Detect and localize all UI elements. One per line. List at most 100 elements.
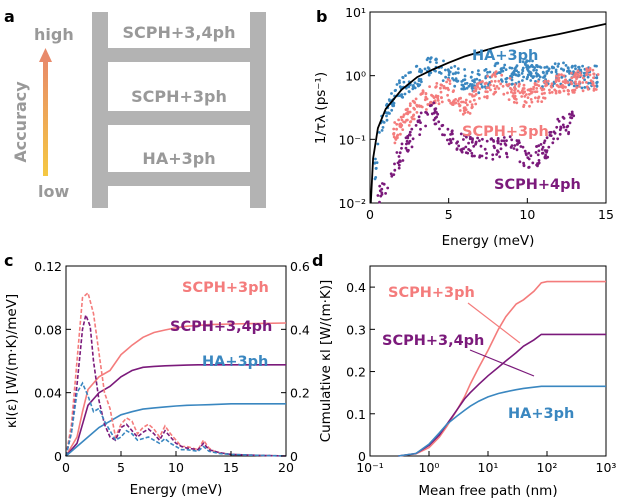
- scatter-point: [537, 74, 541, 77]
- scatter-point: [529, 79, 533, 82]
- scatter-point: [502, 139, 506, 143]
- scatter-point: [456, 71, 460, 75]
- scatter-point: [493, 79, 497, 83]
- scatter-point: [510, 78, 514, 82]
- y-tick-label: 0.4: [346, 280, 366, 295]
- scatter-point: [444, 68, 447, 72]
- scatter-point: [551, 141, 555, 145]
- scatter-point: [386, 186, 390, 190]
- x-tick-label: 10⁰: [419, 460, 440, 475]
- scatter-point: [496, 140, 500, 144]
- scatter-point: [548, 91, 552, 95]
- scatter-point: [534, 151, 538, 154]
- scatter-point: [452, 78, 456, 82]
- scatter-point: [531, 161, 535, 165]
- scatter-point: [545, 65, 549, 69]
- scatter-point: [483, 95, 486, 99]
- scatter-point: [451, 132, 454, 136]
- scatter-point: [567, 92, 570, 96]
- scatter-point: [458, 109, 462, 112]
- panel-b: b 0 5 10 15 10⁻² 10⁻¹ 10⁰ 10¹ Energy (meV) 1/τλ…: [313, 5, 614, 249]
- scatter-point: [440, 83, 444, 87]
- scatter-point: [520, 90, 524, 94]
- scatter-point: [522, 161, 525, 165]
- scatter-point: [501, 84, 505, 88]
- scatter-point: [536, 153, 540, 157]
- scatter-point: [595, 85, 599, 88]
- scatter-point: [410, 127, 414, 131]
- scatter-point: [497, 87, 501, 90]
- scatter-point: [502, 136, 506, 139]
- scatter-point: [493, 146, 496, 150]
- scatter-point: [419, 121, 422, 124]
- scatter-point: [587, 68, 591, 72]
- scatter-point: [434, 69, 437, 73]
- ladder-left-rail: [92, 12, 108, 208]
- scatter-point: [526, 156, 530, 160]
- scatter-point: [596, 73, 600, 76]
- rung-label-ha3: HA+3ph: [142, 149, 215, 168]
- scatter-point: [409, 120, 413, 123]
- accuracy-ladder: [92, 12, 266, 208]
- scatter-point: [462, 106, 466, 110]
- scatter-point: [561, 83, 564, 87]
- scatter-point: [439, 72, 443, 75]
- scatter-point: [392, 104, 396, 108]
- scatter-point: [570, 113, 573, 117]
- scatter-point: [435, 61, 438, 64]
- scatter-point: [505, 155, 509, 159]
- panel-d-xlabel: Mean free path (nm): [418, 483, 557, 499]
- scatter-point: [495, 153, 498, 156]
- scatter-point: [529, 98, 533, 101]
- scatter-point: [466, 110, 470, 114]
- scatter-point: [459, 96, 462, 100]
- scatter-point: [492, 140, 496, 143]
- scatter-point: [444, 75, 447, 79]
- scatter-point: [468, 137, 472, 141]
- scatter-point: [453, 64, 457, 68]
- scatter-point: [413, 101, 417, 105]
- scatter-point: [388, 112, 391, 115]
- scatter-point: [471, 94, 474, 98]
- scatter-point: [426, 103, 430, 106]
- scatter-point: [547, 145, 551, 149]
- scatter-point: [566, 66, 570, 69]
- scatter-point: [540, 100, 544, 103]
- scatter-point: [431, 94, 435, 98]
- scatter-point: [513, 89, 516, 92]
- scatter-point: [406, 149, 410, 153]
- panel-d-marks: [398, 280, 606, 457]
- scatter-point: [567, 83, 571, 87]
- scatter-point: [522, 75, 525, 79]
- scatter-point: [541, 70, 545, 74]
- scatter-point: [487, 86, 491, 89]
- scatter-point: [397, 163, 401, 167]
- scatter-point: [564, 78, 567, 82]
- scatter-point: [407, 110, 411, 114]
- scatter-point: [543, 155, 547, 159]
- scatter-point: [378, 200, 381, 204]
- scatter-point: [399, 115, 403, 119]
- scatter-point: [460, 83, 464, 87]
- scatter-point: [448, 99, 451, 103]
- scatter-point: [470, 106, 474, 110]
- scatter-point: [558, 128, 562, 132]
- scatter-point: [519, 145, 523, 148]
- scatter-point: [593, 64, 597, 68]
- panel-d-ylabel: Cumulative κl [W/(m·K)]: [318, 280, 334, 443]
- scatter-point: [476, 72, 480, 76]
- scatter-point: [562, 125, 566, 129]
- scatter-point: [591, 68, 595, 72]
- panel-b-frame: [369, 11, 607, 204]
- scatter-point: [510, 66, 514, 70]
- scatter-point: [470, 87, 474, 90]
- scatter-point: [529, 87, 533, 91]
- scatter-point: [513, 83, 517, 86]
- scatter-point: [517, 84, 521, 88]
- scatter-point: [529, 154, 533, 158]
- scatter-point: [445, 80, 448, 84]
- scatter-point: [491, 157, 495, 161]
- scatter-point: [467, 141, 470, 145]
- scatter-point: [450, 102, 454, 106]
- panel-b-letter: b: [316, 7, 327, 26]
